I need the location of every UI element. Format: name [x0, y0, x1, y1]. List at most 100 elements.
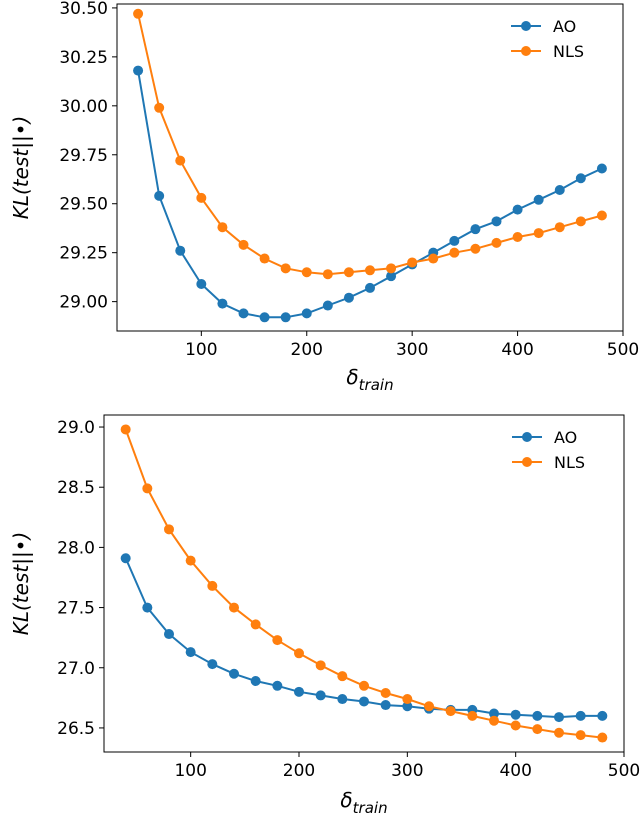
data-point-nls [554, 222, 565, 233]
x-tick-label: 400 [501, 340, 533, 360]
data-point-ao [272, 680, 283, 691]
data-point-nls [133, 8, 144, 19]
data-point-ao [229, 668, 239, 679]
data-point-nls [386, 263, 397, 274]
data-point-nls [120, 424, 131, 435]
data-point-nls [554, 727, 564, 738]
y-tick-label: 29.00 [59, 293, 108, 313]
data-point-ao [386, 271, 397, 282]
data-point-ao [207, 659, 218, 670]
data-point-ao [301, 308, 312, 319]
x-tick-label: 100 [185, 340, 217, 360]
data-point-nls [532, 724, 543, 735]
data-point-nls [185, 555, 196, 566]
data-point-ao [489, 708, 499, 719]
x-tick-label: 300 [396, 340, 428, 360]
data-point-nls [402, 694, 413, 705]
data-point-ao [597, 710, 608, 721]
y-tick-label: 28.5 [57, 478, 95, 498]
y-axis-title: KL(test||•) [9, 532, 33, 636]
data-point-nls [164, 524, 174, 535]
plot-frame [116, 3, 624, 332]
data-point-ao [554, 712, 564, 723]
data-point-nls [445, 706, 456, 717]
y-tick-label: 27.0 [57, 659, 95, 679]
legend-marker [522, 432, 532, 442]
data-point-ao [343, 292, 354, 303]
y-tick-label: 29.0 [57, 418, 95, 438]
data-point-nls [407, 257, 418, 268]
series-line-ao [124, 557, 603, 719]
data-point-ao [449, 235, 460, 246]
data-point-nls [575, 730, 586, 741]
x-tick-label: 300 [391, 761, 423, 781]
data-point-ao [175, 245, 186, 256]
data-point-nls [597, 732, 608, 743]
legend-label: AO [554, 428, 577, 447]
y-tick-label: 29.75 [59, 146, 108, 166]
x-tick-label: 400 [499, 761, 531, 781]
data-point-nls [301, 267, 312, 278]
y-tick-label: 26.5 [57, 719, 95, 739]
data-point-ao [259, 312, 270, 323]
data-point-nls [510, 720, 521, 731]
series-line-nls [137, 13, 603, 276]
y-tick-label: 30.50 [59, 0, 108, 19]
data-point-ao [510, 709, 521, 720]
data-point-nls [154, 102, 165, 113]
data-point-nls [175, 155, 186, 166]
data-point-ao [380, 700, 391, 711]
legend-label: AO [553, 17, 576, 36]
data-point-nls [575, 216, 586, 227]
legend-label: NLS [553, 42, 584, 61]
y-tick-label: 30.25 [59, 48, 108, 68]
data-point-ao [512, 204, 523, 215]
data-point-nls [207, 580, 218, 591]
data-point-nls [512, 232, 523, 243]
data-point-ao [280, 312, 291, 323]
plot-frame [103, 414, 625, 753]
data-point-ao [337, 694, 348, 705]
data-point-ao [359, 696, 369, 707]
data-point-nls [596, 210, 607, 221]
legend-marker [521, 46, 531, 56]
data-point-nls [229, 602, 239, 613]
series-line-ao [137, 70, 603, 319]
data-point-nls [533, 228, 544, 239]
x-tick-label: 200 [291, 340, 323, 360]
data-point-ao [470, 224, 481, 235]
data-point-nls [470, 243, 481, 254]
y-tick-label: 27.5 [57, 599, 95, 619]
data-point-nls [343, 267, 354, 278]
data-point-nls [491, 237, 502, 248]
data-point-nls [449, 247, 460, 258]
legend: AO NLS [511, 17, 584, 61]
y-tick-label: 29.50 [59, 195, 108, 215]
data-point-nls [250, 619, 261, 630]
data-point-nls [337, 671, 348, 682]
data-point-nls [467, 710, 478, 721]
data-point-ao [322, 300, 333, 311]
data-point-ao [238, 308, 249, 319]
data-point-ao [365, 282, 375, 293]
data-point-ao [575, 173, 586, 184]
y-tick-label: 29.25 [59, 244, 108, 264]
data-point-ao [533, 194, 544, 205]
data-point-nls [280, 263, 291, 274]
data-point-ao [596, 163, 607, 174]
x-axis-title: δtrain [346, 365, 393, 394]
data-point-ao [402, 701, 413, 712]
data-point-ao [575, 710, 586, 721]
legend-marker [522, 457, 532, 467]
data-point-ao [185, 647, 196, 658]
series-line-nls [124, 429, 603, 739]
data-point-nls [272, 635, 283, 646]
x-tick-label: 100 [174, 761, 206, 781]
data-point-nls [359, 680, 369, 691]
x-tick-label: 500 [608, 761, 640, 781]
data-point-nls [489, 715, 499, 726]
data-point-nls [217, 222, 228, 233]
data-point-ao [250, 675, 261, 686]
data-point-nls [380, 688, 391, 699]
